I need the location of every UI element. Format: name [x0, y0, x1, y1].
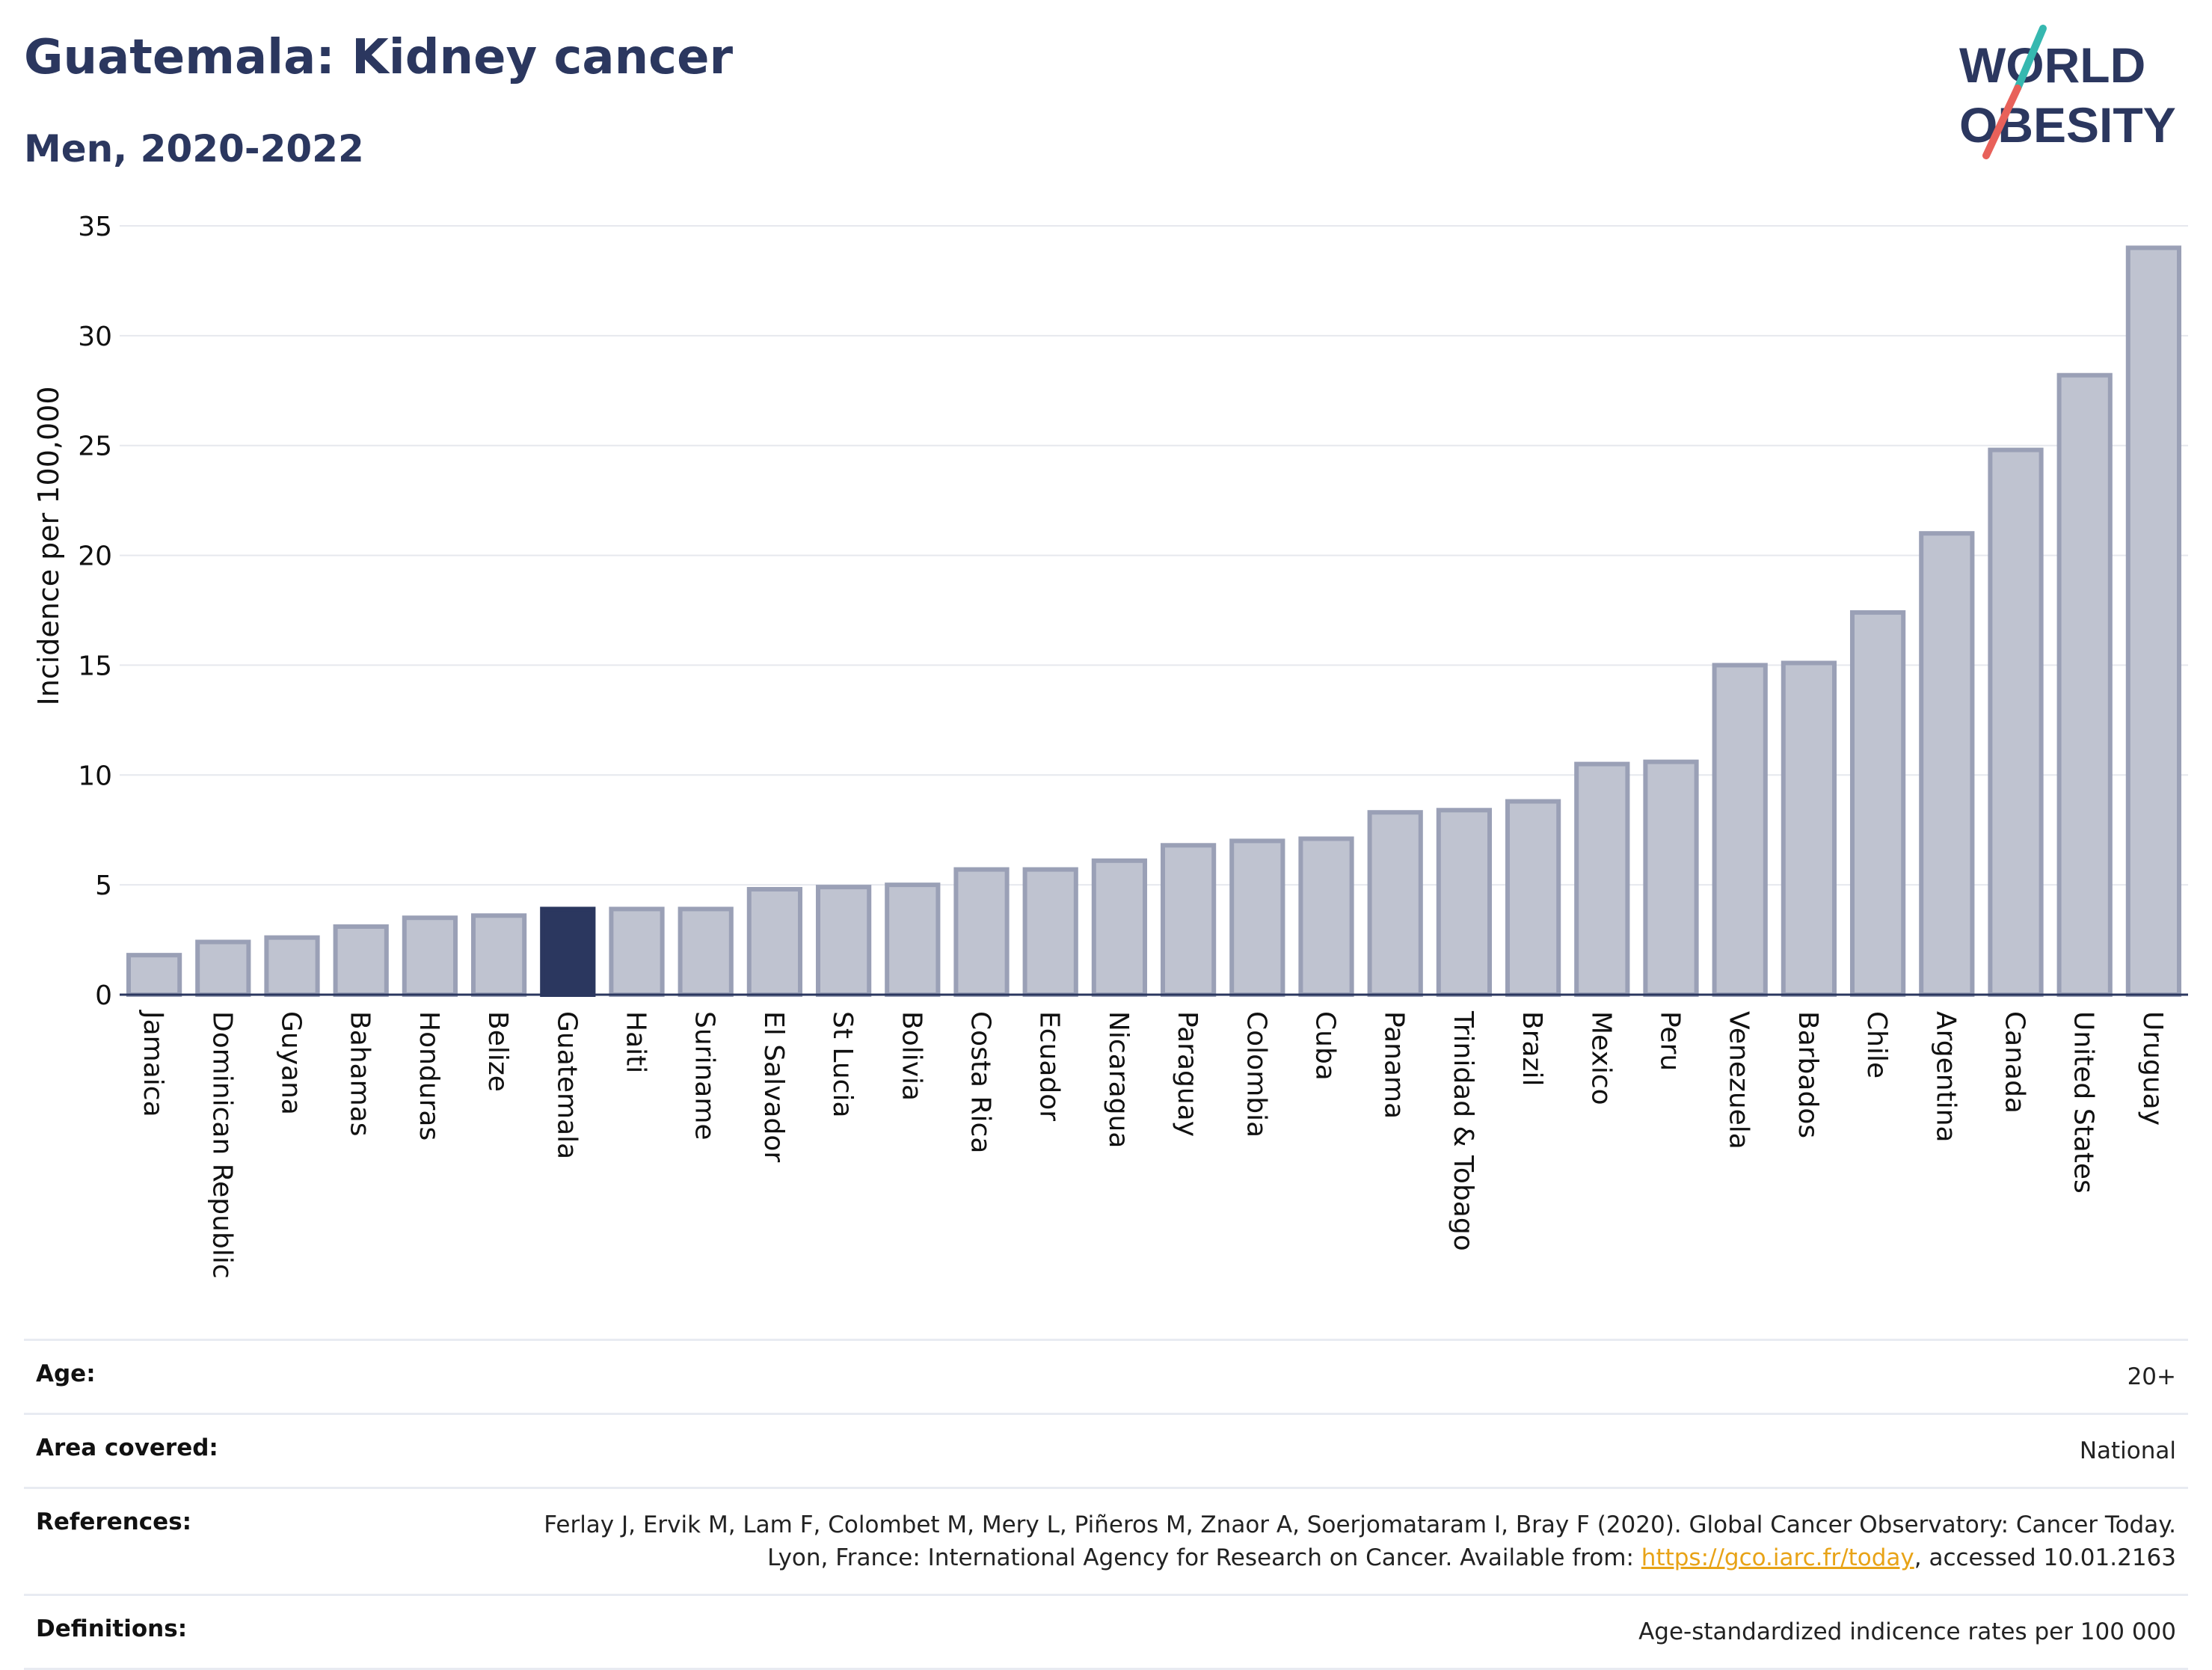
bar-colombia — [1229, 838, 1285, 998]
x-tick-label: Honduras — [414, 1011, 444, 1141]
bar-suriname — [678, 906, 734, 997]
references-link[interactable]: https://gco.iarc.fr/today — [1641, 1544, 1914, 1571]
bar-guatemala — [540, 906, 596, 997]
bar-barbados — [1781, 660, 1837, 998]
x-tick-label: Trinidad & Tobago — [1448, 1010, 1478, 1251]
bar-bahamas — [333, 924, 389, 998]
area-value: National — [2079, 1437, 2176, 1464]
bar-costa-rica — [953, 867, 1010, 998]
references-text-1: Ferlay J, Ervik M, Lam F, Colombet M, Me… — [544, 1511, 2176, 1571]
definitions-value: Age-standardized indicence rates per 100… — [1638, 1618, 2176, 1645]
bar-trinidad-tobago — [1436, 808, 1493, 998]
bar-haiti — [609, 906, 665, 997]
bar-cuba — [1298, 836, 1354, 998]
bar-paraguay — [1160, 843, 1217, 997]
x-tick-label: Barbados — [1792, 1011, 1823, 1138]
y-tick-labels: 0 5 10 15 20 25 30 35 — [78, 212, 112, 1011]
bar-united-states — [2056, 372, 2113, 997]
y-tick-label: 0 — [95, 980, 112, 1011]
x-tick-label: Bahamas — [345, 1011, 375, 1137]
x-tick-label: El Salvador — [758, 1011, 789, 1162]
x-tick-label: Dominican Republic — [206, 1011, 237, 1279]
meta-row-references: References: Ferlay J, Ervik M, Lam F, Co… — [24, 1487, 2188, 1594]
bar-chart: 0 5 10 15 20 25 30 35 Jamaica Dominican Republic… — [32, 212, 2188, 1279]
x-tick-label: Cuba — [1310, 1011, 1341, 1081]
bar-brazil — [1505, 799, 1561, 997]
bar-belize — [470, 913, 527, 997]
bar-argentina — [1919, 531, 1975, 997]
definitions-label: Definitions: — [36, 1615, 188, 1642]
chart-subtitle: Men, 2020-2022 — [24, 127, 364, 171]
meta-row-definitions: Definitions: Age-standardized indicence … — [24, 1594, 2188, 1670]
x-tick-label: Chile — [1861, 1011, 1892, 1078]
bar-uruguay — [2125, 245, 2182, 998]
x-tick-label: Guatemala — [551, 1011, 582, 1159]
references-value: Ferlay J, Ervik M, Lam F, Colombet M, Me… — [494, 1508, 2176, 1574]
x-tick-label: Ecuador — [1034, 1011, 1065, 1121]
x-tick-label: Paraguay — [1172, 1011, 1202, 1137]
y-tick-label: 25 — [78, 432, 112, 462]
chart-title: Guatemala: Kidney cancer — [24, 30, 734, 85]
x-tick-label: Nicaragua — [1103, 1011, 1134, 1148]
x-tick-label: Argentina — [1930, 1011, 1961, 1143]
bar-jamaica — [126, 953, 182, 998]
bars — [126, 245, 2182, 998]
y-tick-label: 15 — [78, 651, 112, 681]
bar-peru — [1643, 759, 1699, 997]
bar-nicaragua — [1091, 858, 1148, 997]
grid-lines — [120, 225, 2188, 886]
x-tick-label: Belize — [482, 1011, 513, 1092]
x-tick-label: Mexico — [1585, 1011, 1616, 1105]
x-tick-label: Peru — [1655, 1011, 1686, 1071]
x-tick-label: Jamaica — [138, 1010, 168, 1117]
bar-bolivia — [885, 882, 941, 997]
metadata-table: Age: 20+ Area covered: National Referenc… — [24, 1339, 2188, 1670]
x-tick-label: Suriname — [689, 1011, 720, 1141]
area-label: Area covered: — [36, 1434, 218, 1461]
bar-mexico — [1574, 761, 1630, 997]
bar-honduras — [402, 915, 458, 997]
logo-line1: WORLD — [1959, 37, 2145, 93]
x-tick-label: Canada — [2000, 1011, 2030, 1114]
x-tick-label: Venezuela — [1724, 1011, 1754, 1149]
world-obesity-logo: WORLD OBESITY — [1959, 25, 2176, 159]
y-axis-label: Incidence per 100,000 — [32, 386, 65, 705]
x-tick-label: Uruguay — [2137, 1011, 2168, 1126]
x-tick-label: Panama — [1379, 1011, 1410, 1119]
x-tick-label: Brazil — [1517, 1011, 1547, 1086]
bar-dominican-republic — [195, 939, 251, 997]
bar-venezuela — [1712, 663, 1768, 998]
bar-ecuador — [1022, 867, 1078, 998]
meta-row-age: Age: 20+ — [24, 1339, 2188, 1413]
y-tick-label: 10 — [78, 761, 112, 791]
y-tick-label: 5 — [95, 871, 112, 901]
x-tick-label: Costa Rica — [965, 1011, 996, 1153]
references-text-2: , accessed 10.01.2163 — [1914, 1544, 2176, 1571]
x-tick-label: Colombia — [1241, 1011, 1271, 1138]
meta-row-area: Area covered: National — [24, 1413, 2188, 1487]
bar-chile — [1849, 610, 1906, 997]
bar-guyana — [264, 935, 320, 997]
y-tick-label: 35 — [78, 212, 112, 242]
bar-el-salvador — [746, 887, 803, 997]
x-tick-label: Bolivia — [896, 1011, 927, 1101]
references-label: References: — [36, 1508, 192, 1535]
logo-slash-red-icon — [1982, 85, 2021, 159]
x-tick-labels: Jamaica Dominican Republic Guyana Bahamas Ho… — [138, 1010, 2168, 1279]
y-tick-label: 30 — [78, 322, 112, 352]
bar-canada — [1988, 447, 2044, 997]
bar-panama — [1367, 810, 1423, 998]
y-tick-label: 20 — [78, 541, 112, 572]
x-tick-label: Haiti — [621, 1011, 651, 1073]
x-tick-label: St Lucia — [827, 1011, 858, 1118]
age-label: Age: — [36, 1360, 96, 1387]
logo-slash-teal-icon — [2014, 25, 2047, 92]
bar-st-lucia — [815, 885, 872, 997]
age-value: 20+ — [2127, 1363, 2176, 1390]
x-tick-label: United States — [2068, 1011, 2099, 1194]
x-tick-label: Guyana — [276, 1011, 307, 1115]
